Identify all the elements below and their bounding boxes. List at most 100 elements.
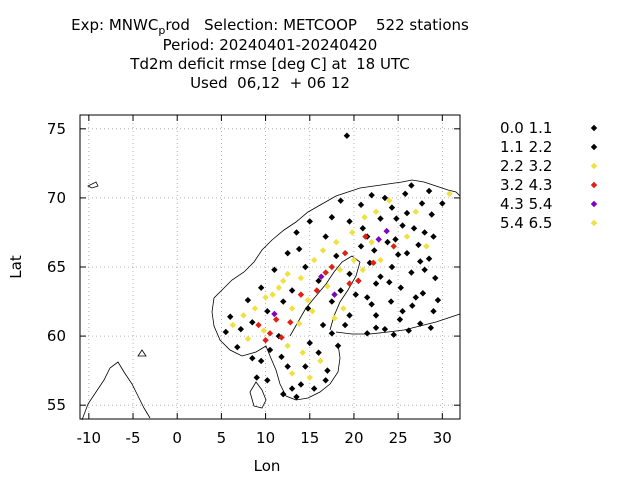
legend-marker (590, 124, 598, 132)
station-point (408, 269, 415, 276)
station-point (297, 291, 305, 298)
data-points (222, 132, 453, 401)
station-point (399, 308, 406, 315)
legend-label: 5.4 6.5 (500, 214, 552, 232)
station-point (324, 283, 331, 290)
station-point (257, 284, 265, 291)
coastline-iceland-tip (87, 181, 99, 189)
station-point (271, 310, 278, 318)
station-point (434, 296, 442, 304)
station-point (396, 316, 404, 323)
x-tick-label: 30 (433, 429, 452, 447)
coastline-shetland (137, 349, 147, 357)
x-tick-label: 5 (217, 429, 227, 447)
y-axis-label: Lat (7, 255, 25, 279)
title-used: Used 06,12 + 06 12 (190, 74, 350, 92)
station-point (368, 238, 375, 246)
station-point (372, 324, 380, 331)
station-point (341, 249, 349, 257)
station-point (446, 190, 453, 197)
station-point (421, 229, 428, 236)
station-point (388, 263, 396, 271)
station-point (264, 377, 271, 384)
station-point (306, 218, 313, 225)
station-point (318, 273, 325, 280)
station-point (280, 390, 287, 398)
y-tick-label: 70 (47, 189, 66, 207)
station-point (266, 330, 274, 337)
station-point (264, 308, 271, 315)
station-point (346, 312, 353, 319)
station-point (383, 227, 390, 235)
station-point (275, 284, 283, 291)
station-point (244, 296, 252, 304)
title-line-1: Exp: MNWCprod Selection: METCOOP 522 sta… (0, 16, 540, 37)
station-point (234, 343, 241, 351)
station-point (251, 305, 259, 312)
station-point (288, 385, 296, 392)
station-point (227, 313, 234, 320)
station-point (337, 197, 344, 204)
station-point (284, 342, 291, 349)
station-point (361, 214, 368, 221)
x-tick-label: 0 (172, 429, 182, 447)
station-point (357, 243, 365, 250)
station-point (403, 209, 411, 217)
station-point (412, 208, 420, 215)
station-point (284, 249, 291, 257)
station-point (417, 320, 424, 327)
station-point (295, 245, 303, 253)
station-point (408, 182, 415, 189)
legend-marker (590, 219, 598, 227)
station-point (295, 320, 303, 327)
station-point (315, 349, 322, 356)
station-point (310, 256, 318, 264)
station-point (244, 335, 252, 343)
coastline-map (81, 179, 461, 421)
station-point (331, 314, 338, 322)
station-point (284, 363, 291, 370)
x-tick-label: 15 (300, 429, 319, 447)
station-point (240, 312, 247, 319)
station-point (334, 342, 342, 349)
station-point (393, 215, 400, 222)
station-point (266, 346, 274, 354)
legend-label: 2.2 3.2 (500, 157, 552, 175)
station-point (397, 284, 404, 291)
legend-label: 3.2 4.3 (500, 176, 552, 194)
station-point (402, 190, 409, 197)
legend-label: 1.1 2.2 (500, 138, 552, 156)
title-subscript: p (158, 24, 166, 37)
station-point (319, 321, 327, 329)
station-point (381, 325, 389, 333)
station-point (333, 252, 340, 260)
station-point (322, 377, 329, 384)
legend-label: 4.3 5.4 (500, 195, 552, 213)
station-point (249, 319, 256, 326)
station-point (430, 233, 437, 240)
station-point (377, 215, 384, 222)
station-point (302, 263, 309, 271)
station-point (375, 236, 382, 243)
station-point (423, 243, 430, 250)
station-point (260, 327, 268, 334)
title-period: Period: 20240401-20240420 (162, 36, 378, 54)
station-point (284, 270, 291, 278)
station-point (346, 280, 353, 287)
x-tick-label: 20 (344, 429, 363, 447)
station-point (257, 357, 265, 365)
station-point (418, 200, 426, 207)
station-point (386, 279, 393, 286)
station-point (304, 305, 312, 312)
station-point (262, 337, 269, 344)
legend-marker (590, 181, 598, 189)
station-point (364, 330, 371, 337)
station-point (293, 393, 300, 401)
station-point (410, 225, 418, 232)
station-point (253, 374, 260, 381)
station-point (372, 312, 380, 319)
legend-label: 0.0 1.1 (500, 119, 552, 137)
station-point (386, 197, 393, 204)
station-point (222, 328, 230, 336)
